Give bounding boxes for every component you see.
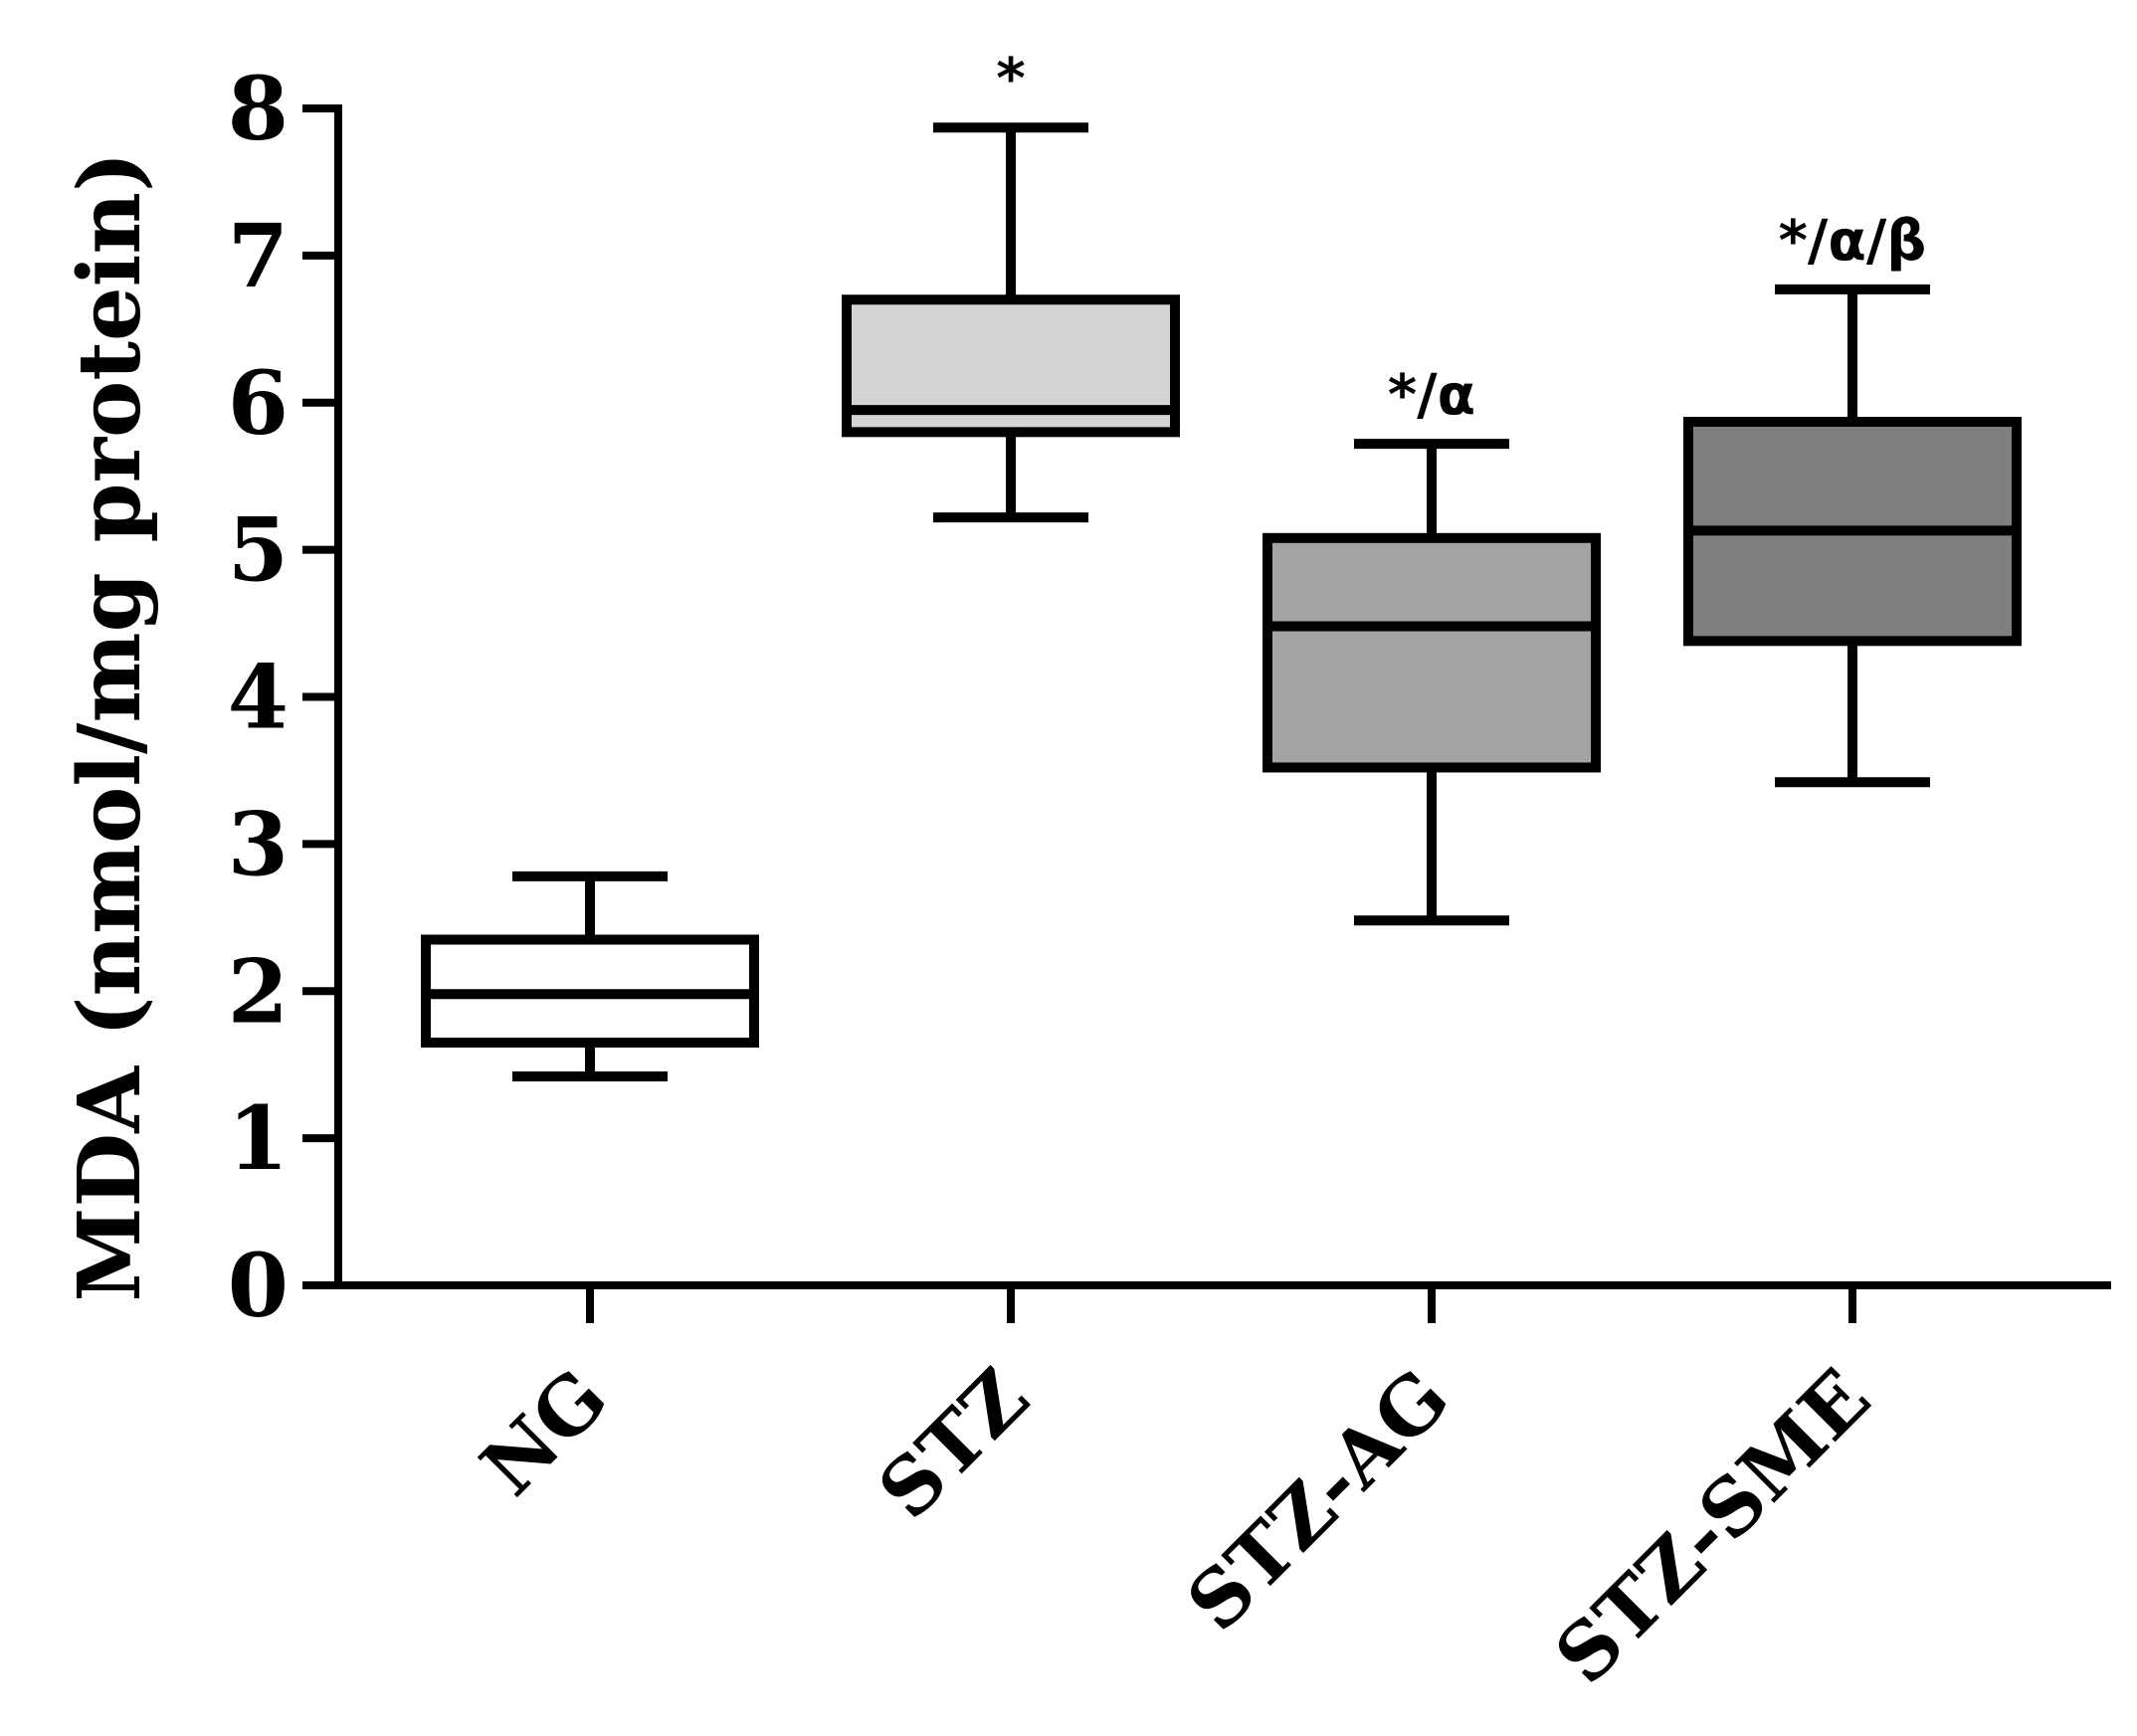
y-tick-label: 7 [228, 204, 289, 307]
iqr-box [1263, 532, 1601, 773]
x-tick-label: STZ-SME [1538, 1352, 1887, 1701]
y-tick-label: 2 [228, 939, 289, 1043]
box-group [421, 870, 759, 1082]
significance-label: * [996, 47, 1025, 111]
box-group: */α [1263, 363, 1601, 926]
y-tick-label: 1 [228, 1086, 289, 1190]
x-tick-label: STZ [862, 1352, 1046, 1536]
y-tick-label: 3 [228, 792, 289, 895]
x-tick-label: STZ-AG [1170, 1352, 1466, 1648]
x-ticks: NG STZ STZ-AG STZ-SME [465, 1285, 1887, 1701]
boxes: * */α */α/β [421, 47, 2022, 1082]
y-tick-label: 8 [228, 57, 289, 160]
y-tick-label: 6 [228, 351, 289, 455]
x-tick-label: NG [465, 1352, 626, 1513]
y-tick-label: 0 [228, 1234, 289, 1337]
y-tick-label: 4 [228, 646, 289, 749]
significance-label: */α/β [1779, 209, 1927, 274]
box-group: * [842, 47, 1180, 523]
y-tick-label: 5 [228, 498, 289, 602]
y-axis-label: MDA (nmol/mg protein) [60, 151, 160, 1301]
box-group: */α/β [1683, 209, 2022, 788]
significance-label: */α [1388, 363, 1475, 428]
y-ticks: 0 1 2 3 4 5 6 7 8 [228, 57, 338, 1337]
